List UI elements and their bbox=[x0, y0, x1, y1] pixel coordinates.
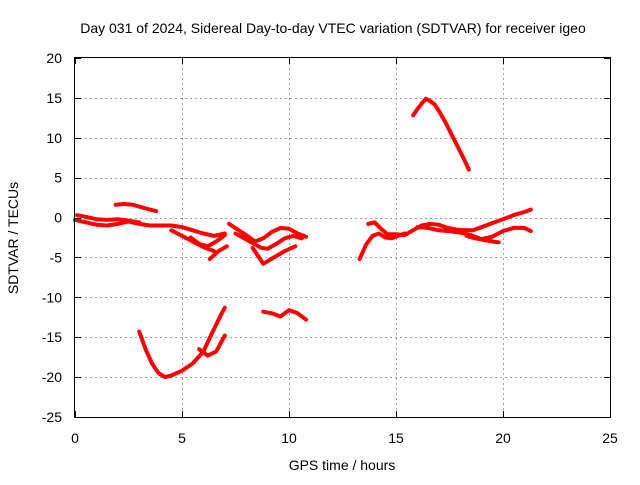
y-tick-label: -20 bbox=[42, 369, 62, 385]
x-tick-label: 0 bbox=[71, 430, 79, 446]
series-track-h bbox=[233, 231, 304, 251]
data-series bbox=[73, 96, 533, 380]
series-track-m bbox=[357, 231, 407, 261]
y-tick-label: -15 bbox=[42, 329, 62, 345]
axis-ticks: 0 5 10 15 20 25 -25 -20 -15 -10 -5 0 5 10 15 20 bbox=[42, 50, 618, 446]
x-tick-label: 5 bbox=[178, 430, 186, 446]
series-track-f bbox=[207, 244, 229, 261]
x-tick-label: 15 bbox=[388, 430, 404, 446]
series-track-p bbox=[464, 233, 501, 245]
y-tick-label: 10 bbox=[46, 130, 62, 146]
series-track-q bbox=[411, 96, 471, 172]
y-tick-label: 15 bbox=[46, 90, 62, 106]
series-track-j bbox=[137, 305, 227, 380]
y-axis-label: SDTVAR / TECUs bbox=[5, 182, 21, 294]
series-track-c bbox=[113, 202, 159, 214]
series-track-k bbox=[197, 333, 227, 358]
x-tick-label: 25 bbox=[602, 430, 618, 446]
x-tick-label: 20 bbox=[495, 430, 511, 446]
y-tick-label: -10 bbox=[42, 289, 62, 305]
gridlines bbox=[75, 58, 610, 417]
y-tick-label: -5 bbox=[50, 249, 63, 265]
x-axis-label: GPS time / hours bbox=[289, 457, 396, 473]
series-track-b bbox=[75, 213, 142, 225]
series-track-g bbox=[227, 221, 309, 244]
y-tick-label: 20 bbox=[46, 50, 62, 66]
series-track-a bbox=[73, 217, 227, 238]
series-track-l bbox=[261, 308, 309, 322]
plot-frame bbox=[74, 57, 611, 418]
y-tick-label: 5 bbox=[54, 170, 62, 186]
y-tick-label: 0 bbox=[54, 210, 62, 226]
series-track-i bbox=[250, 244, 298, 266]
y-tick-label: -25 bbox=[42, 409, 62, 425]
chart-title: Day 031 of 2024, Sidereal Day-to-day VTE… bbox=[80, 20, 586, 36]
x-tick-label: 10 bbox=[281, 430, 297, 446]
series-track-e bbox=[188, 233, 227, 249]
series-track-n bbox=[366, 207, 533, 238]
